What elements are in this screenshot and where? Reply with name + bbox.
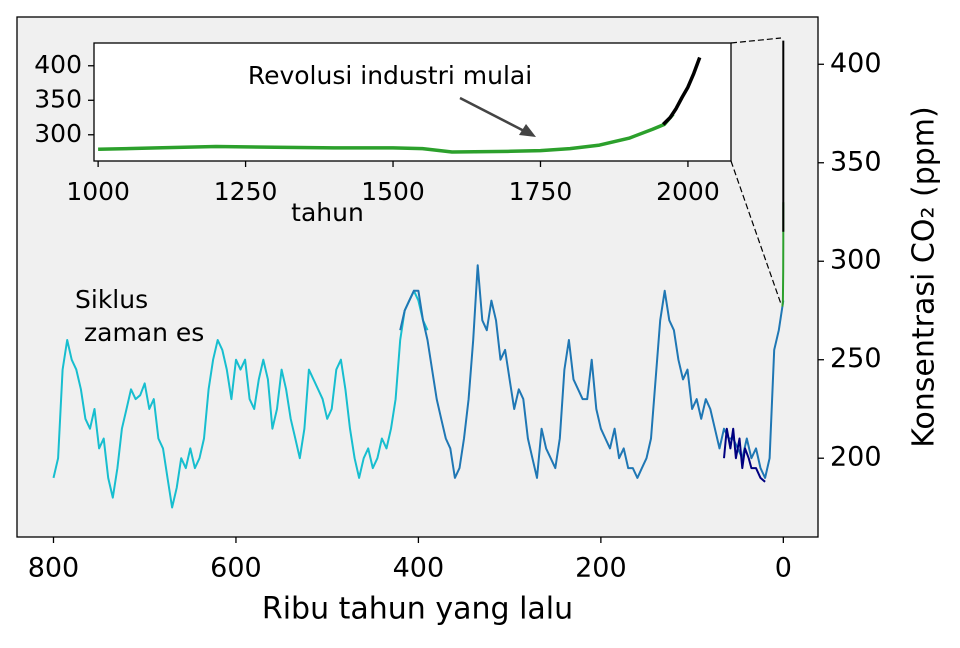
- x-tick-label: 200: [575, 553, 627, 584]
- y-tick-label: 300: [34, 119, 82, 148]
- y-tick-label: 250: [830, 343, 882, 374]
- arrow-head: [519, 124, 536, 137]
- data-line: [399, 264, 785, 479]
- x-tick-label: 1250: [214, 177, 278, 206]
- y-tick-label: 400: [830, 48, 882, 79]
- data-line: [723, 427, 766, 483]
- x-tick-label: 800: [28, 553, 80, 584]
- inset-area: [94, 43, 731, 161]
- data-line: [98, 112, 675, 154]
- y-tick-label: 350: [34, 84, 82, 113]
- axes-frame: [93, 42, 732, 162]
- annotation: Revolusi industri mulai: [248, 61, 532, 90]
- inset-chart: 1000 1250 1500 1750 2000 300 350 400 tahun: [34, 42, 732, 227]
- x-tick-label: 1000: [66, 177, 130, 206]
- data-line: [661, 56, 702, 126]
- y-tick-label: 300: [830, 245, 882, 276]
- x-tick-label: 400: [393, 553, 445, 584]
- x-tick-label: 2000: [656, 177, 720, 206]
- x-tick-label: 1750: [509, 177, 573, 206]
- x-tick-label: 600: [210, 553, 262, 584]
- axes-frame: [16, 16, 819, 538]
- y-axis-label: Konsentrasi CO₂ (ppm): [907, 106, 942, 447]
- x-axis-label: tahun: [291, 198, 364, 227]
- x-tick-label: 0: [775, 553, 792, 584]
- x-axis-label: Ribu tahun yang lalu: [262, 592, 573, 627]
- data-line: [52, 289, 429, 509]
- y-tick-label: 400: [34, 50, 82, 79]
- x-tick-label: 1500: [361, 177, 425, 206]
- arrow: [459, 96, 531, 136]
- zoom-line: [730, 160, 782, 305]
- y-tick-label: 350: [830, 146, 882, 177]
- annotation: zaman es: [84, 318, 204, 347]
- zoom-line: [730, 37, 782, 44]
- y-tick-label: 200: [830, 442, 882, 473]
- annotation: Siklus: [75, 285, 148, 314]
